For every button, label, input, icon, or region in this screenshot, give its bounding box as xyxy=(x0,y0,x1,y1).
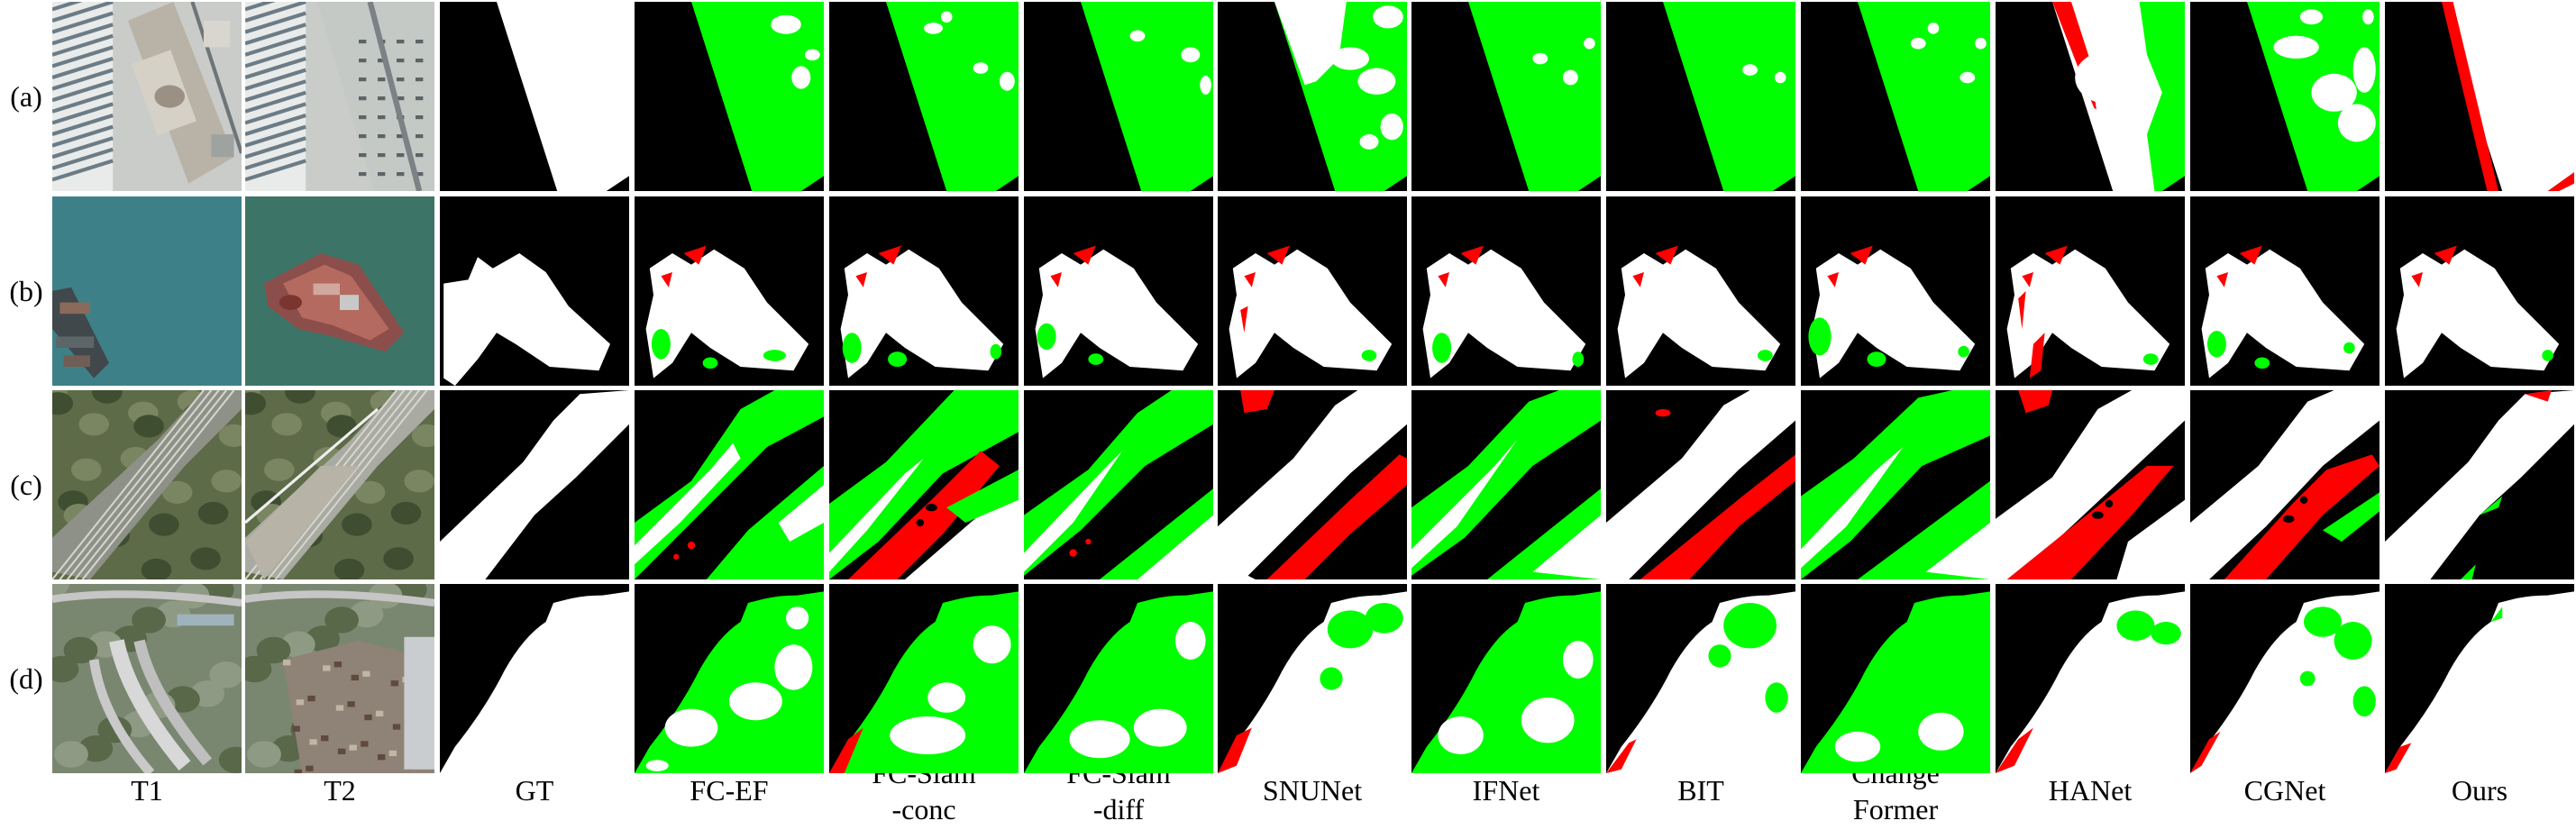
tile-b-hanet xyxy=(1996,196,2185,386)
tile-d-changeformer xyxy=(1801,584,1990,773)
tile-c-gt xyxy=(440,390,629,579)
column-label-hanet: HANet xyxy=(2048,774,2133,807)
tile-b-fc-siam-conc xyxy=(829,196,1019,386)
tile-c-snunet xyxy=(1218,390,1407,579)
tile-b-fc-ef xyxy=(635,196,824,386)
tile-b-t1 xyxy=(52,196,242,386)
tile-d-t1 xyxy=(52,584,242,773)
column-label-snunet: SNUNet xyxy=(1262,774,1363,807)
tile-a-snunet xyxy=(1218,2,1407,191)
tile-a-bit xyxy=(1606,2,1795,191)
tile-b-ours xyxy=(2385,196,2574,386)
row-label-d: (d) xyxy=(9,662,43,695)
row-label-c: (c) xyxy=(10,469,42,501)
tile-d-t2 xyxy=(245,584,434,773)
column-label-ifnet: IFNet xyxy=(1472,774,1540,807)
column-label-gt: GT xyxy=(515,774,554,807)
tile-d-ifnet xyxy=(1411,584,1601,773)
column-label-ours: Ours xyxy=(2451,774,2508,807)
tile-a-t1 xyxy=(52,2,242,191)
tile-b-bit xyxy=(1606,196,1795,386)
tile-c-hanet xyxy=(1996,390,2185,579)
tile-c-fc-siam-conc xyxy=(829,390,1019,579)
tile-d-bit xyxy=(1606,584,1795,773)
tile-a-changeformer xyxy=(1801,2,1990,191)
tile-a-gt xyxy=(440,2,629,191)
tile-b-cgnet xyxy=(2190,196,2380,386)
tile-c-bit xyxy=(1606,390,1795,579)
tile-a-ifnet xyxy=(1411,2,1601,191)
tile-c-ifnet xyxy=(1411,390,1601,579)
column-label-cgnet: CGNet xyxy=(2243,774,2326,807)
tile-c-t2 xyxy=(245,390,434,579)
column-label-t2: T2 xyxy=(324,774,356,807)
tile-c-fc-ef xyxy=(635,390,824,579)
tile-a-fc-siam-diff xyxy=(1024,2,1213,191)
tile-d-cgnet xyxy=(2190,584,2380,773)
tile-d-ours xyxy=(2385,584,2574,773)
tile-d-fc-siam-conc xyxy=(829,584,1019,773)
tile-a-fc-siam-conc xyxy=(829,2,1019,191)
tile-a-cgnet xyxy=(2190,2,2380,191)
tile-b-fc-siam-diff xyxy=(1024,196,1213,386)
tile-b-snunet xyxy=(1218,196,1407,386)
tile-d-hanet xyxy=(1996,584,2185,773)
tile-b-ifnet xyxy=(1411,196,1601,386)
row-label-b: (b) xyxy=(9,275,43,307)
column-label-t1: T1 xyxy=(131,774,163,807)
tile-c-fc-siam-diff xyxy=(1024,390,1213,579)
tile-b-changeformer xyxy=(1801,196,1990,386)
tile-c-ours xyxy=(2385,390,2574,579)
tile-a-ours xyxy=(2385,2,2574,191)
tile-b-gt xyxy=(440,196,629,386)
tile-a-fc-ef xyxy=(635,2,824,191)
tile-c-t1 xyxy=(52,390,242,579)
row-label-a: (a) xyxy=(10,80,42,113)
tile-d-fc-ef xyxy=(635,584,824,773)
tile-a-t2 xyxy=(245,2,434,191)
tile-c-changeformer xyxy=(1801,390,1990,579)
column-label-bit: BIT xyxy=(1677,774,1724,807)
column-label-fc-ef: FC-EF xyxy=(690,774,769,807)
tile-c-cgnet xyxy=(2190,390,2380,579)
tile-d-fc-siam-diff xyxy=(1024,584,1213,773)
tile-d-gt xyxy=(440,584,629,773)
tile-a-hanet xyxy=(1996,2,2185,191)
tile-b-t2 xyxy=(245,196,434,386)
tile-d-snunet xyxy=(1218,584,1407,773)
